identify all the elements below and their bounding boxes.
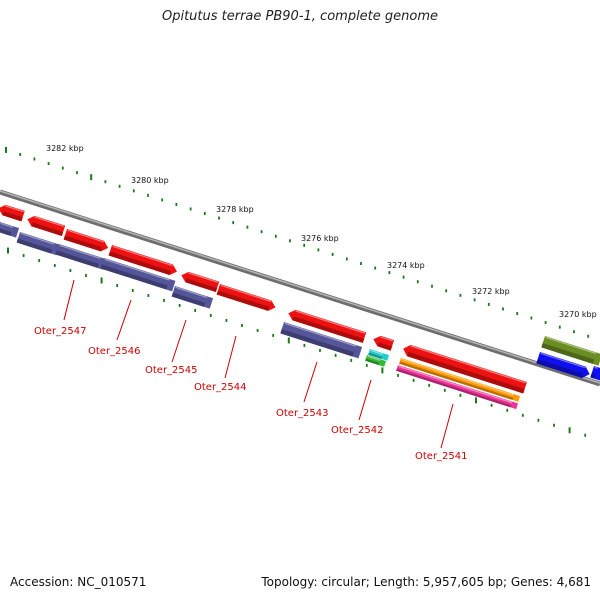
gene-label: Oter_2542 — [331, 425, 384, 436]
label-leader-line — [116, 299, 132, 341]
genome-summary-text: Topology: circular; Length: 5,957,605 bp… — [261, 575, 591, 589]
gene-label: Oter_2546 — [88, 346, 141, 357]
label-leader-line — [358, 379, 372, 421]
scale-label: 3280 kbp — [131, 176, 169, 185]
gene-features — [0, 204, 600, 410]
gene-label: Oter_2547 — [34, 326, 87, 337]
gene-label: Oter_2543 — [276, 408, 329, 419]
gene-feature — [55, 244, 107, 270]
gene-label: Oter_2545 — [145, 365, 198, 376]
gene-feature — [216, 284, 276, 311]
gene-feature — [108, 245, 177, 275]
genome-backbone — [0, 189, 600, 387]
gene-feature — [536, 352, 590, 379]
label-leader-line — [303, 361, 318, 403]
scale-label: 3272 kbp — [472, 287, 510, 296]
scale-labels: 3282 kbp 3280 kbp 3278 kbp 3276 kbp 3274 kbp… — [46, 144, 597, 319]
inner-tick-marks — [7, 247, 587, 437]
scale-label: 3278 kbp — [216, 205, 254, 214]
gene-feature — [541, 336, 600, 366]
outer-tick-marks — [5, 146, 590, 338]
label-leaders — [63, 279, 454, 449]
gene-feature — [171, 286, 214, 309]
gene-feature — [288, 309, 367, 343]
gene-feature — [590, 366, 600, 381]
gene-label: Oter_2544 — [194, 382, 247, 393]
gene-feature — [373, 335, 395, 351]
label-leader-line — [224, 335, 237, 379]
gene-feature — [280, 322, 363, 359]
gene-feature — [0, 204, 25, 222]
gene-feature — [100, 258, 176, 292]
scale-label: 3274 kbp — [387, 261, 425, 270]
gene-feature — [63, 229, 109, 252]
scale-label: 3282 kbp — [46, 144, 84, 153]
gene-feature — [403, 344, 527, 394]
accession-text: Accession: NC_010571 — [10, 575, 147, 589]
gene-label: Oter_2541 — [415, 451, 468, 462]
label-leader-line — [63, 279, 75, 321]
map-title: Opitutus terrae PB90-1, complete genome — [161, 9, 439, 24]
scale-label: 3276 kbp — [301, 234, 339, 243]
gene-feature — [399, 358, 521, 402]
gene-feature — [368, 349, 390, 361]
gene-feature — [0, 222, 20, 238]
gene-feature — [396, 365, 519, 410]
gene-feature — [181, 271, 220, 293]
gene-feature — [16, 232, 61, 256]
gene-feature — [27, 215, 66, 237]
label-leader-line — [440, 403, 454, 449]
label-leader-line — [171, 319, 187, 363]
scale-label: 3270 kbp — [559, 310, 597, 319]
gene-feature — [365, 355, 387, 367]
